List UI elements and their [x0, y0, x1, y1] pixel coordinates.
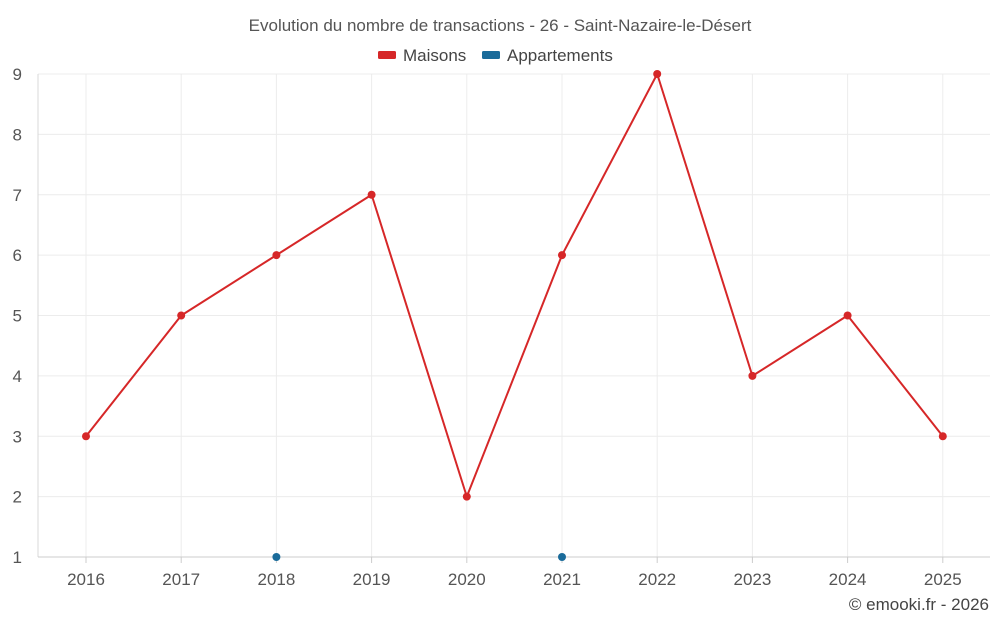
x-tick-label: 2017	[162, 570, 200, 589]
series-appartements	[272, 553, 566, 561]
data-point-maisons-2017[interactable]	[177, 311, 186, 320]
y-tick-label: 2	[13, 488, 22, 507]
x-tick-label: 2022	[638, 570, 676, 589]
y-tick-label: 6	[13, 246, 22, 265]
x-tick-label: 2024	[829, 570, 867, 589]
legend-item-appartements[interactable]: Appartements	[482, 46, 613, 65]
x-tick-label: 2023	[733, 570, 771, 589]
legend: Maisons Appartements	[378, 46, 613, 65]
y-tick-label: 7	[13, 186, 22, 205]
data-point-maisons-2023[interactable]	[748, 371, 757, 380]
legend-swatch-maisons	[378, 51, 396, 59]
series-line-maisons	[85, 73, 944, 498]
x-tick-label: 2021	[543, 570, 581, 589]
y-tick-label: 5	[13, 307, 22, 326]
x-tick-label: 2019	[353, 570, 391, 589]
y-tick-label: 3	[13, 427, 22, 446]
series-layer	[82, 70, 947, 561]
series-maisons	[82, 70, 947, 501]
data-point-maisons-2024[interactable]	[843, 311, 852, 320]
data-point-maisons-2021[interactable]	[558, 251, 566, 260]
data-point-maisons-2022[interactable]	[653, 70, 662, 78]
y-tick-label: 4	[13, 367, 22, 386]
legend-label-maisons: Maisons	[403, 46, 466, 65]
y-tick-label: 1	[13, 548, 22, 567]
data-point-maisons-2025[interactable]	[938, 432, 947, 441]
data-point-appartements-2021[interactable]	[558, 553, 566, 561]
data-point-maisons-2018[interactable]	[272, 251, 281, 260]
legend-label-appartements: Appartements	[507, 46, 613, 65]
x-axis: 2016 2017 2018 2019 2020 2021 2022 2023 2024 2025	[38, 556, 990, 589]
legend-swatch-appartements	[482, 51, 500, 59]
data-point-maisons-2016[interactable]	[82, 432, 90, 441]
legend-item-maisons[interactable]: Maisons	[378, 46, 466, 65]
x-tick-label: 2025	[924, 570, 962, 589]
chart-title: Evolution du nombre de transactions - 26…	[249, 16, 752, 35]
data-point-maisons-2019[interactable]	[367, 190, 376, 199]
credit-label: © emooki.fr - 2026	[849, 595, 989, 614]
x-tick-label: 2016	[67, 570, 105, 589]
y-axis: 1 2 3 4 5 6 7 8 9	[13, 65, 39, 567]
x-tick-label: 2020	[448, 570, 486, 589]
data-point-maisons-2020[interactable]	[462, 492, 471, 501]
y-tick-label: 8	[13, 125, 22, 144]
x-tick-label: 2018	[257, 570, 295, 589]
data-point-appartements-2018[interactable]	[272, 553, 281, 561]
y-tick-label: 9	[13, 65, 22, 84]
